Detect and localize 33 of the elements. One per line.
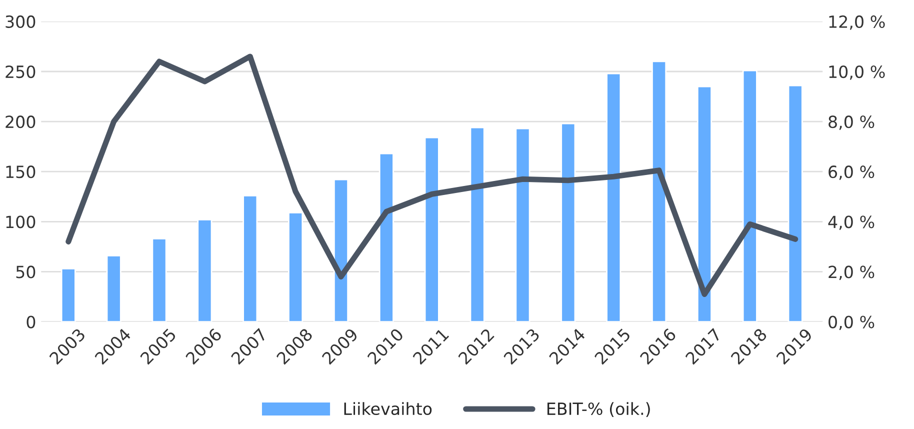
y-tick-label: 150 — [6, 166, 36, 178]
bar — [470, 126, 485, 322]
bar — [606, 72, 622, 322]
bar — [197, 218, 212, 322]
y2-tick-label: 4,0 % — [828, 216, 874, 230]
bar — [515, 128, 530, 322]
bar — [652, 60, 667, 322]
bar — [152, 238, 167, 322]
bar — [560, 122, 576, 322]
bar — [106, 254, 122, 322]
bar — [288, 212, 304, 322]
bar — [378, 152, 394, 322]
legend-label: Liikevaihto — [344, 402, 432, 416]
y-tick-label: 200 — [6, 116, 36, 128]
y-tick-label: 300 — [6, 15, 36, 28]
y2-tick-label: 10,0 % — [829, 65, 885, 80]
bar — [742, 70, 758, 322]
y2-tick-label: 8,0 % — [828, 116, 874, 130]
legend-label: EBIT-% (oik.) — [547, 402, 650, 418]
bar — [424, 136, 440, 322]
bar — [60, 268, 76, 322]
y2-tick-label: 0,0 % — [828, 316, 874, 330]
bar — [333, 178, 349, 322]
bar — [696, 86, 712, 322]
y-tick-label: 0 — [26, 316, 36, 328]
y2-tick-label: 2,0 % — [828, 266, 874, 280]
y-tick-label: 250 — [6, 65, 36, 78]
y2-tick-label: 12,0 % — [829, 15, 885, 30]
y-tick-label: 50 — [16, 266, 36, 278]
y-tick-label: 100 — [6, 216, 36, 228]
bar — [242, 194, 258, 322]
y2-tick-label: 6,0 % — [828, 166, 874, 180]
bar — [788, 84, 803, 322]
